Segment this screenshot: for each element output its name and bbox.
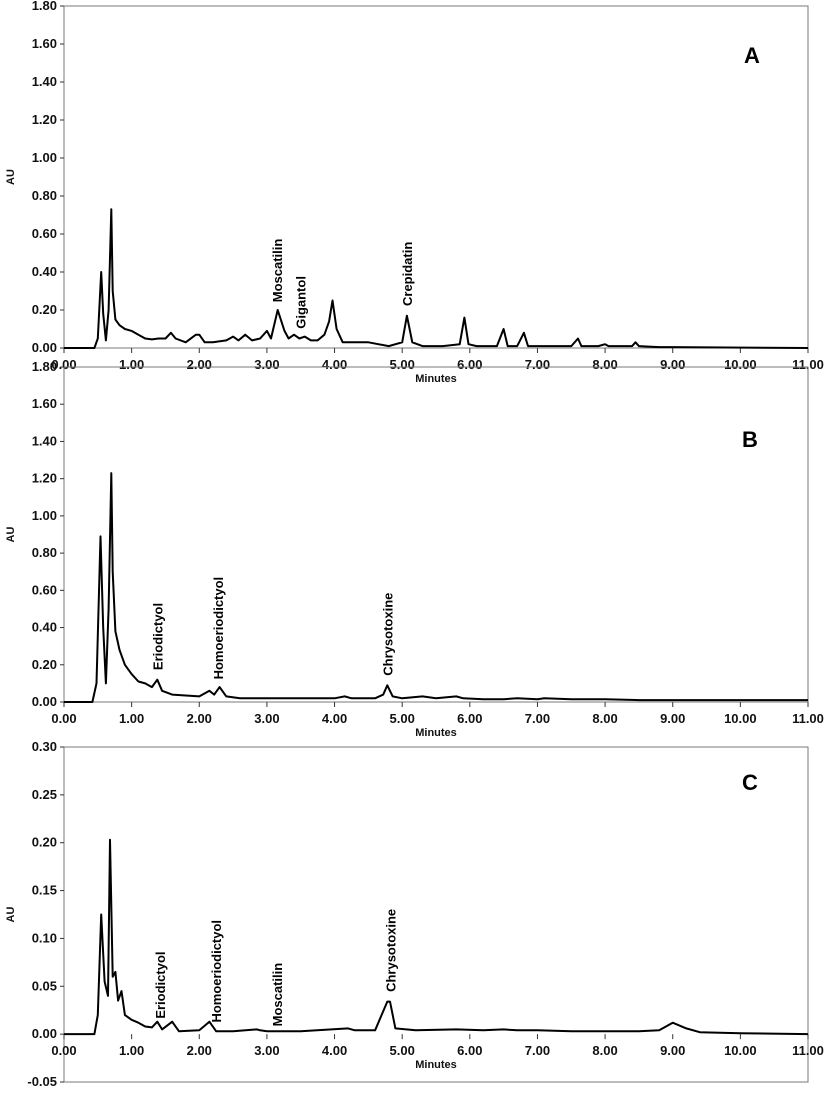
y-tick-label: 0.80 (32, 188, 57, 203)
x-tick-label: 11.00 (792, 1043, 824, 1058)
y-tick-label: 1.80 (32, 0, 57, 13)
x-tick-label: 6.00 (457, 357, 482, 372)
y-tick-label: 0.80 (32, 545, 57, 560)
x-tick-label: 9.00 (660, 357, 685, 372)
x-tick-label: 9.00 (660, 1043, 685, 1058)
x-tick-label: 2.00 (187, 1043, 212, 1058)
x-tick-label: 8.00 (592, 1043, 617, 1058)
y-tick-label: 0.60 (32, 582, 57, 597)
x-tick-label: 2.00 (187, 357, 212, 372)
x-tick-label: 11.00 (792, 711, 824, 726)
y-axis-title: AU (5, 169, 17, 185)
y-tick-label: 1.40 (32, 74, 57, 89)
x-tick-label: 6.00 (457, 711, 482, 726)
x-tick-label: 7.00 (525, 711, 550, 726)
y-tick-label: 1.20 (32, 471, 57, 486)
peak-label: Moscatilin (270, 239, 285, 303)
x-axis-title: Minutes (415, 1059, 457, 1071)
x-tick-label: 5.00 (390, 357, 415, 372)
y-tick-label: 0.25 (32, 787, 57, 802)
panel-label: A (744, 43, 760, 68)
x-tick-label: 5.00 (390, 711, 415, 726)
peak-label: Homoeriodictyol (211, 577, 226, 680)
peak-label: Homoeriodictyol (209, 920, 224, 1023)
chromatogram-trace (64, 472, 808, 703)
peak-label: Chrysotoxine (384, 909, 399, 992)
y-tick-label: 1.80 (32, 359, 57, 374)
x-tick-label: 1.00 (119, 1043, 144, 1058)
x-tick-label: 0.00 (51, 357, 76, 372)
x-tick-label: 1.00 (119, 357, 144, 372)
x-tick-label: 10.00 (724, 357, 757, 372)
y-tick-label: 0.30 (32, 739, 57, 754)
x-tick-label: 7.00 (525, 1043, 550, 1058)
plot-frame (63, 5, 809, 349)
x-tick-label: 9.00 (660, 711, 685, 726)
x-tick-label: 4.00 (322, 357, 347, 372)
y-axis-title: AU (5, 907, 17, 923)
x-tick-label: 2.00 (187, 711, 212, 726)
peak-label: Eriodictyol (153, 951, 168, 1018)
x-tick-label: 11.00 (792, 357, 824, 372)
y-tick-label: 0.00 (32, 1026, 57, 1041)
panel-label: C (742, 770, 758, 795)
y-tick-label: 0.15 (32, 883, 57, 898)
peak-label: Eriodictyol (150, 603, 165, 670)
y-tick-label: 0.40 (32, 264, 57, 279)
y-tick-label: 1.60 (32, 396, 57, 411)
y-tick-label: -0.05 (27, 1074, 57, 1089)
peak-label: Crepidatin (400, 242, 415, 306)
peak-label: Gigantol (294, 276, 309, 329)
chart-panel-c: -0.05 0.00 0.05 0.10 0.15 0.20 0.25 0.30 0.00 1.0… (5, 739, 824, 1089)
y-tick-label: 1.60 (32, 36, 57, 51)
x-tick-label: 7.00 (525, 357, 550, 372)
x-tick-label: 1.00 (119, 711, 144, 726)
y-tick-label: 0.20 (32, 835, 57, 850)
plot-frame (63, 366, 809, 703)
y-tick-label: 0.00 (32, 340, 57, 355)
x-tick-label: 6.00 (457, 1043, 482, 1058)
x-tick-label: 0.00 (51, 711, 76, 726)
y-tick-label: 1.40 (32, 433, 57, 448)
x-tick-label: 3.00 (254, 711, 279, 726)
y-tick-label: 0.40 (32, 620, 57, 635)
y-tick-label: 0.20 (32, 302, 57, 317)
x-tick-label: 10.00 (724, 711, 757, 726)
y-tick-label: 1.00 (32, 508, 57, 523)
y-tick-label: 0.20 (32, 657, 57, 672)
x-tick-label: 3.00 (254, 357, 279, 372)
chart-panel-b: 0.00 0.20 0.40 0.60 0.80 1.00 1.20 1.40 1.60 1.80… (5, 359, 824, 739)
x-axis-title: Minutes (415, 373, 457, 385)
chromatogram-trace (64, 208, 809, 349)
y-tick-label: 0.10 (32, 930, 57, 945)
y-tick-label: 0.60 (32, 226, 57, 241)
x-tick-label: 3.00 (254, 1043, 279, 1058)
plot-frame (63, 746, 809, 1083)
x-tick-label: 0.00 (51, 1043, 76, 1058)
x-axis-title: Minutes (415, 727, 457, 739)
y-tick-label: 0.05 (32, 978, 57, 993)
x-tick-label: 8.00 (592, 357, 617, 372)
chromatogram-trace (64, 838, 809, 1036)
y-tick-label: 0.00 (32, 694, 57, 709)
y-tick-label: 1.00 (32, 150, 57, 165)
x-tick-label: 4.00 (322, 711, 347, 726)
y-tick-label: 1.20 (32, 112, 57, 127)
peak-label: Moscatilin (270, 963, 285, 1027)
peak-label: Chrysotoxine (380, 593, 395, 676)
x-tick-label: 8.00 (592, 711, 617, 726)
chart-panel-a: 0.00 0.20 0.40 0.60 0.80 1.00 1.20 1.40 1.60 1.80… (5, 0, 824, 385)
x-tick-label: 5.00 (390, 1043, 415, 1058)
panel-label: B (742, 427, 758, 452)
y-axis-title: AU (5, 527, 17, 543)
x-tick-label: 10.00 (724, 1043, 757, 1058)
x-tick-label: 4.00 (322, 1043, 347, 1058)
